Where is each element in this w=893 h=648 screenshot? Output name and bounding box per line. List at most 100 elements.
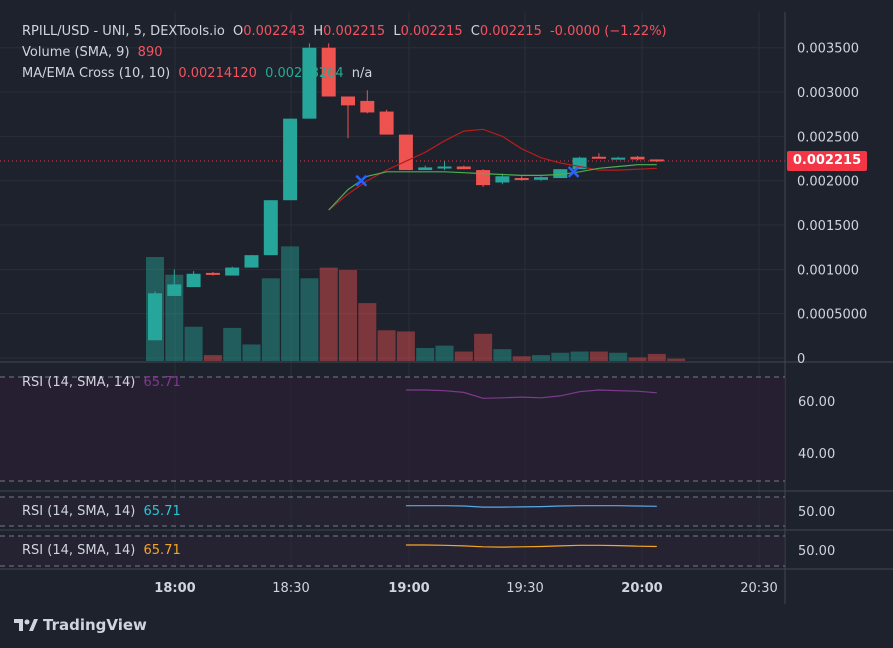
rsi-band-3 bbox=[0, 536, 785, 566]
tradingview-logo[interactable]: TradingView bbox=[14, 616, 147, 634]
x-tick-label: 20:30 bbox=[740, 581, 777, 596]
rsi-line bbox=[405, 389, 657, 399]
candle-body bbox=[456, 166, 471, 170]
rsi-tick-label: 40.00 bbox=[798, 447, 835, 462]
x-tick-label: 20:00 bbox=[621, 581, 662, 596]
rsi-tick-label: 50.00 bbox=[798, 505, 835, 520]
candle-body bbox=[379, 111, 394, 135]
rsi-legend-1: RSI (14, SMA, 14) 65.71 bbox=[22, 372, 185, 393]
rsi-band-2 bbox=[0, 497, 785, 526]
candle-body bbox=[225, 267, 240, 276]
x-tick-label: 19:30 bbox=[506, 581, 543, 596]
low-label: L bbox=[393, 24, 401, 39]
volume-bar bbox=[647, 353, 666, 361]
candle-body bbox=[398, 134, 413, 171]
candle-body bbox=[418, 167, 433, 171]
cross-marker bbox=[355, 174, 368, 187]
rsi-label-2: RSI (14, SMA, 14) bbox=[22, 504, 136, 519]
volume-bar bbox=[609, 352, 628, 361]
candle-body bbox=[321, 47, 336, 97]
symbol-label: RPILL/USD - UNI, 5, DEXTools.io bbox=[22, 24, 225, 39]
rsi-value-2: 65.71 bbox=[143, 504, 181, 519]
y-tick-label: 0.003500 bbox=[797, 42, 859, 57]
x-tick-label: 18:30 bbox=[272, 581, 309, 596]
main-legend: RPILL/USD - UNI, 5, DEXTools.io O0.00224… bbox=[22, 21, 671, 42]
candle-body bbox=[534, 177, 548, 180]
volume-bar bbox=[203, 355, 222, 361]
ma-legend: MA/EMA Cross (10, 10) 0.00214120 0.00218… bbox=[22, 63, 376, 84]
cross-value: n/a bbox=[351, 66, 373, 81]
volume-bar bbox=[416, 348, 435, 361]
x-tick-label: 18:00 bbox=[154, 581, 195, 596]
volume-bar bbox=[223, 327, 242, 361]
ma-label: MA/EMA Cross (10, 10) bbox=[22, 66, 171, 81]
rsi-tick-label: 50.00 bbox=[798, 544, 835, 559]
y-tick-label: 0.001500 bbox=[797, 219, 859, 234]
candle-body bbox=[476, 170, 491, 186]
x-tick-label: 19:00 bbox=[388, 581, 429, 596]
candle-body bbox=[263, 200, 278, 256]
candle-body bbox=[495, 176, 510, 183]
volume-bar bbox=[281, 246, 300, 361]
rsi-legend-3: RSI (14, SMA, 14) 65.71 bbox=[22, 540, 185, 561]
candle-body bbox=[437, 166, 452, 169]
rsi-line bbox=[405, 544, 657, 548]
high-label: H bbox=[313, 24, 324, 39]
volume-bar bbox=[454, 351, 473, 361]
y-tick-label: 0 bbox=[797, 352, 805, 367]
volume-bar bbox=[184, 326, 203, 361]
y-tick-label: 0.003000 bbox=[797, 86, 859, 101]
volume-bar bbox=[339, 270, 357, 361]
open-value: 0.002243 bbox=[243, 24, 306, 39]
rsi-value-3: 65.71 bbox=[143, 543, 181, 558]
candle-body bbox=[283, 118, 298, 201]
rsi-line bbox=[405, 505, 657, 508]
ma-line bbox=[328, 128, 657, 211]
volume-bar bbox=[589, 351, 608, 361]
open-label: O bbox=[232, 24, 244, 39]
volume-bar bbox=[570, 351, 589, 361]
tradingview-icon bbox=[14, 619, 38, 631]
rsi-label-3: RSI (14, SMA, 14) bbox=[22, 543, 136, 558]
high-value: 0.002215 bbox=[323, 24, 386, 39]
candle-body bbox=[514, 178, 529, 181]
candle-body bbox=[186, 273, 201, 288]
candle-body bbox=[360, 100, 375, 113]
last-price-tag: 0.002215 bbox=[787, 151, 867, 171]
ma-value: 0.00214120 bbox=[178, 66, 257, 81]
candle-body bbox=[148, 293, 162, 341]
cross-marker bbox=[567, 165, 580, 178]
volume-bar bbox=[532, 355, 550, 361]
candle-body bbox=[630, 156, 645, 160]
volume-bar bbox=[377, 330, 396, 361]
brand-label: TradingView bbox=[43, 616, 147, 634]
candle-body bbox=[572, 157, 587, 170]
candle-body bbox=[244, 255, 259, 268]
y-tick-label: 0.0005000 bbox=[797, 308, 867, 323]
y-tick-label: 0.002500 bbox=[797, 130, 859, 145]
low-value: 0.002215 bbox=[400, 24, 463, 39]
change-value: -0.0000 (−1.22%) bbox=[549, 24, 667, 39]
ema-value: 0.00218264 bbox=[265, 66, 344, 81]
volume-bar bbox=[474, 333, 493, 361]
volume-legend: Volume (SMA, 9) 890 bbox=[22, 42, 167, 63]
volume-bar bbox=[435, 345, 454, 361]
rsi-label-1: RSI (14, SMA, 14) bbox=[22, 375, 136, 390]
volume-bar bbox=[551, 352, 570, 361]
candle-body bbox=[553, 169, 568, 179]
volume-bar bbox=[300, 278, 319, 361]
volume-value: 890 bbox=[137, 45, 163, 60]
volume-bar bbox=[261, 278, 280, 361]
volume-bar bbox=[396, 331, 415, 361]
candle-body bbox=[591, 156, 606, 159]
candle-body bbox=[341, 96, 355, 106]
rsi-value-1: 65.71 bbox=[143, 375, 181, 390]
volume-bar bbox=[667, 358, 686, 361]
volume-bar bbox=[165, 274, 184, 361]
y-tick-label: 0.001000 bbox=[797, 263, 859, 278]
y-tick-label: 0.002000 bbox=[797, 175, 859, 190]
volume-bar bbox=[358, 303, 377, 361]
ema-line bbox=[328, 164, 657, 211]
close-label: C bbox=[470, 24, 480, 39]
